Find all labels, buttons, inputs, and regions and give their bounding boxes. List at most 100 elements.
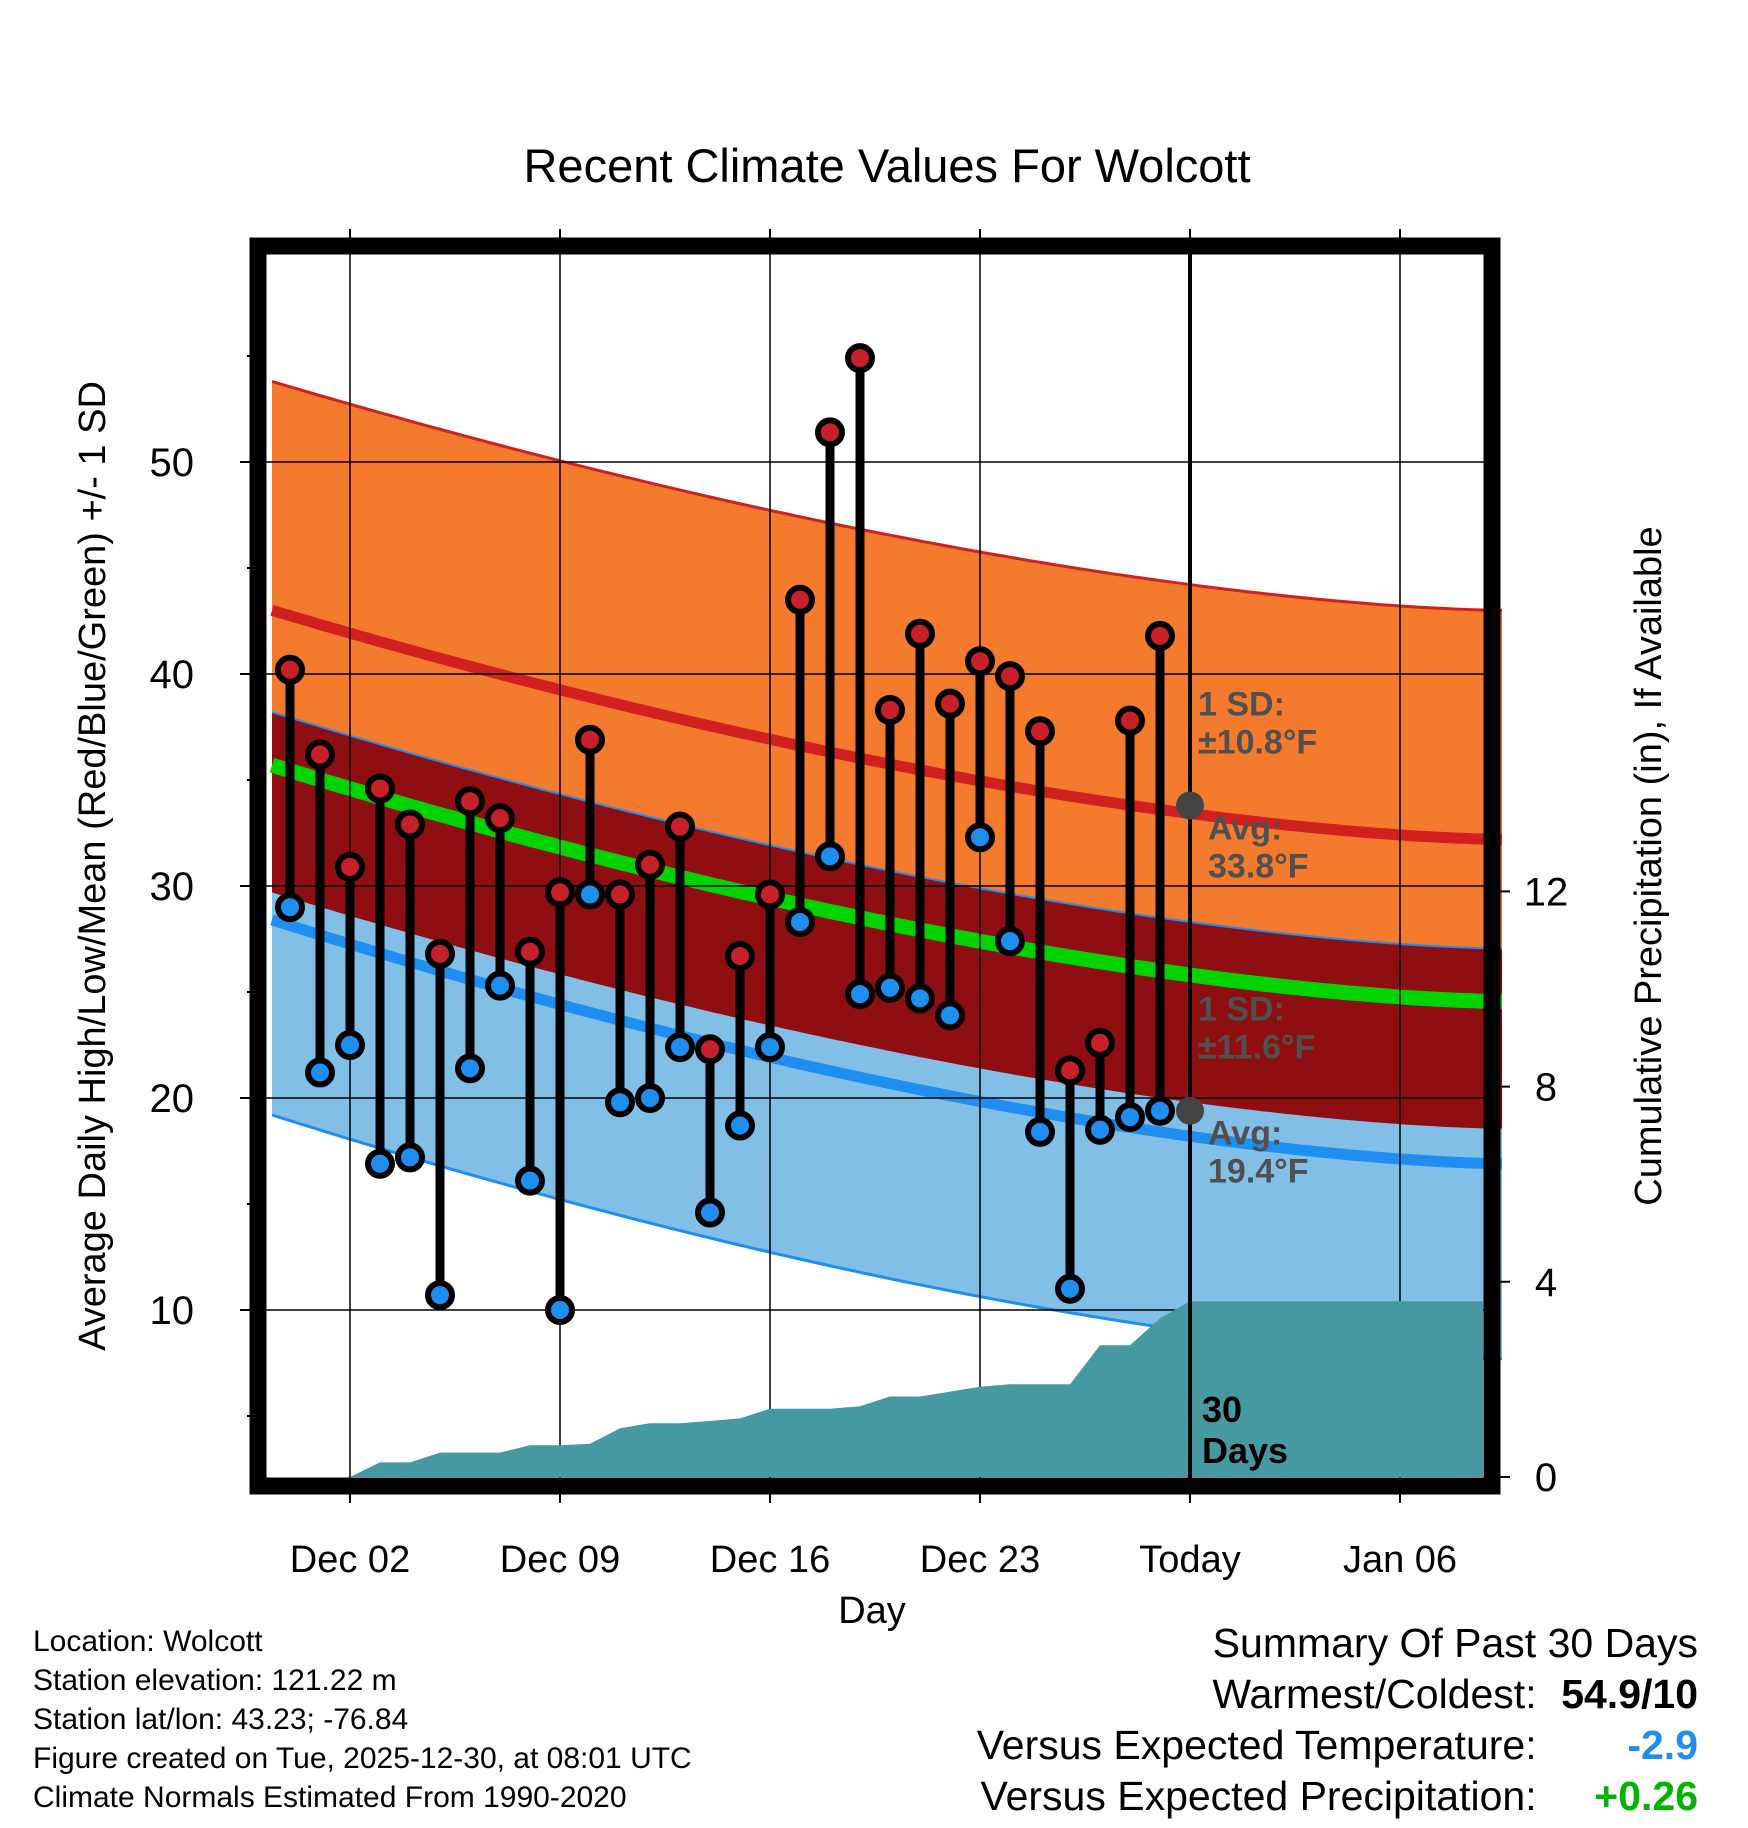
high-sd-label: 1 SD: — [1198, 685, 1285, 723]
x-tick-label: Dec 09 — [500, 1539, 620, 1581]
low-temp-point — [455, 1053, 485, 1084]
low-temp-point — [575, 879, 605, 910]
high-temp-point — [1025, 716, 1055, 747]
high-avg-value: 33.8°F — [1208, 847, 1309, 885]
low-temp-point — [815, 841, 845, 872]
window-label-unit: Days — [1202, 1430, 1288, 1471]
low-temp-point — [305, 1057, 335, 1088]
low-temp-point — [425, 1280, 455, 1311]
today-avg-high-marker — [1176, 791, 1204, 820]
high-temp-point — [695, 1034, 725, 1065]
low-temp-point — [1115, 1102, 1145, 1133]
low-sd-value: ±11.6°F — [1198, 1029, 1315, 1067]
high-temp-point — [545, 877, 575, 908]
high-temp-point — [275, 654, 305, 685]
high-temp-point — [575, 724, 605, 755]
high-temp-point — [1055, 1055, 1085, 1086]
precip-diff-value: +0.26 — [1594, 1773, 1698, 1819]
y-axis-label-right: Cumulative Precipitation (in), If Availa… — [1628, 526, 1670, 1205]
low-temp-point — [905, 983, 935, 1014]
y2-tick-label: 12 — [1524, 870, 1569, 914]
normal-low-line — [270, 914, 1503, 1170]
y-tick-label: 40 — [150, 653, 195, 697]
low-temp-point — [1025, 1116, 1055, 1147]
y-tick-label: 10 — [150, 1289, 195, 1333]
cumulative-precip-area — [320, 1301, 1483, 1477]
high-temp-point — [665, 811, 695, 842]
high-temp-point — [965, 646, 995, 677]
high-temp-point — [785, 584, 815, 615]
x-tick-label: Dec 23 — [920, 1539, 1040, 1581]
low-temp-point — [1145, 1095, 1175, 1126]
x-tick-label: Dec 02 — [290, 1539, 410, 1581]
low-temp-point — [695, 1197, 725, 1228]
high-temp-point — [725, 940, 755, 971]
elevation-text: Station elevation: 121.22 m — [33, 1664, 397, 1697]
low-temp-point — [365, 1148, 395, 1179]
y-tick-label: 50 — [150, 441, 195, 485]
temp-diff-value: -2.9 — [1627, 1722, 1698, 1768]
high-temp-point — [635, 849, 665, 880]
high-temp-point — [995, 661, 1025, 692]
y-tick-label: 20 — [150, 1077, 195, 1121]
low-temp-point — [935, 1000, 965, 1031]
high-temp-point — [365, 773, 395, 804]
low-avg-label: Avg: — [1208, 1115, 1282, 1153]
temp-diff-label: Versus Expected Temperature: — [976, 1722, 1537, 1768]
high-temp-point — [455, 786, 485, 817]
x-tick-label: Dec 16 — [710, 1539, 830, 1581]
high-temp-point — [875, 695, 905, 726]
low-temp-point — [395, 1142, 425, 1173]
low-temp-point — [605, 1087, 635, 1118]
y2-tick-label: 0 — [1535, 1456, 1557, 1500]
low-temp-point — [1085, 1114, 1115, 1145]
summary-warmest-row: Warmest/Coldest: 54.9/10 — [977, 1669, 1698, 1720]
low-temp-point — [665, 1032, 695, 1063]
plot-frame — [249, 237, 1501, 1495]
low-temp-point — [515, 1165, 545, 1196]
low-temp-point — [635, 1083, 665, 1113]
precip-diff-label: Versus Expected Precipitation: — [980, 1773, 1537, 1819]
high-temp-point — [845, 343, 875, 374]
low-sd-label: 1 SD: — [1198, 991, 1285, 1029]
low-temp-point — [845, 979, 875, 1010]
created-text: Figure created on Tue, 2025-12-30, at 08… — [33, 1742, 692, 1775]
high-avg-label: Avg: — [1208, 809, 1282, 847]
location-text: Location: Wolcott — [33, 1625, 263, 1658]
low-temp-point — [275, 892, 305, 923]
summary-precip-row: Versus Expected Precipitation: +0.26 — [977, 1771, 1699, 1822]
x-axis-label: Day — [838, 1590, 906, 1632]
high-temp-point — [1145, 620, 1175, 651]
window-label-number: 30 — [1202, 1389, 1242, 1430]
low-temp-point — [485, 970, 515, 1001]
latlon-text: Station lat/lon: 43.23; -76.84 — [33, 1703, 409, 1736]
summary-panel: Summary Of Past 30 Days Warmest/Coldest:… — [977, 1618, 1698, 1822]
normals-text: Climate Normals Estimated From 1990-2020 — [33, 1781, 627, 1814]
high-temp-point — [755, 879, 785, 910]
high-temp-point — [395, 809, 425, 840]
low-avg-value: 19.4°F — [1208, 1153, 1309, 1191]
high-temp-point — [815, 417, 845, 448]
low-temp-point — [545, 1295, 575, 1325]
low-temp-point — [1055, 1273, 1085, 1304]
high-temp-point — [425, 938, 455, 969]
low-temp-point — [995, 926, 1025, 957]
high-temp-point — [1085, 1027, 1115, 1058]
y-axis-label-left: Average Daily High/Low/Mean (Red/Blue/Gr… — [72, 381, 114, 1351]
y2-tick-label: 4 — [1535, 1261, 1557, 1305]
chart-title: Recent Climate Values For Wolcott — [523, 139, 1250, 192]
high-temp-point — [485, 803, 515, 834]
low-temp-point — [755, 1032, 785, 1063]
low-temp-point — [785, 907, 815, 938]
high-temp-point — [515, 936, 545, 967]
warmest-value: 54.9/10 — [1561, 1671, 1698, 1717]
high-temp-point — [305, 739, 335, 770]
high-sd-upper-line — [271, 379, 1503, 612]
warmest-label: Warmest/Coldest: — [1212, 1671, 1537, 1717]
low-temp-point — [725, 1110, 755, 1141]
today-avg-low-marker — [1176, 1096, 1204, 1125]
summary-title: Summary Of Past 30 Days — [1212, 1620, 1698, 1666]
high-sd-value: ±10.8°F — [1198, 723, 1317, 761]
station-info: Location: Wolcott Station elevation: 121… — [33, 1622, 692, 1817]
